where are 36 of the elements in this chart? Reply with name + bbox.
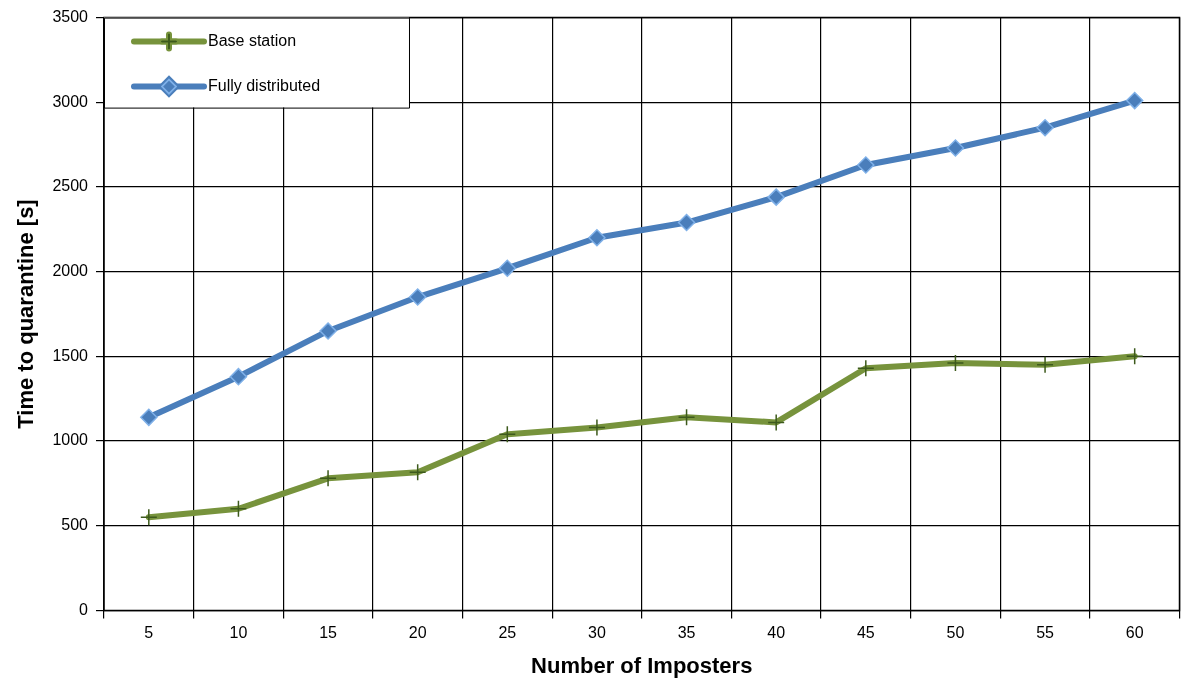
x-tick-label: 10 [229, 624, 248, 642]
x-tick-label: 60 [1125, 624, 1144, 642]
x-tick-label: 30 [588, 624, 606, 642]
x-tick-label: 50 [946, 624, 965, 642]
y-tick-label: 0 [79, 600, 89, 618]
point [498, 259, 517, 278]
legend-label: Fully distributed [207, 77, 321, 95]
x-tick-label: 40 [767, 624, 786, 642]
y-tick-label: 3500 [52, 8, 89, 26]
point [408, 288, 427, 306]
point [140, 408, 158, 427]
point [1125, 91, 1144, 110]
y-tick-label: 2500 [52, 177, 89, 195]
x-tick-label: 20 [408, 624, 427, 642]
x-tick-label: 55 [1036, 624, 1055, 642]
point [588, 229, 606, 247]
x-tick-label: 15 [319, 624, 338, 642]
y-axis-title: Time to quarantine [s] [13, 199, 39, 429]
y-tick-label: 2000 [52, 262, 89, 280]
x-tick-label: 35 [677, 624, 696, 642]
y-tick-label: 1500 [52, 346, 89, 364]
point [319, 322, 337, 340]
point [857, 156, 875, 174]
x-tick-label: 25 [498, 624, 517, 642]
x-tick-label: 5 [144, 624, 154, 642]
point [1036, 118, 1054, 137]
y-tick-label: 1000 [52, 431, 89, 449]
point [946, 139, 965, 157]
x-axis-title: Number of Imposters [531, 652, 753, 678]
point [229, 367, 248, 386]
legend-label: Base station [207, 32, 297, 50]
x-tick-label: 45 [856, 624, 875, 642]
y-tick-label: 3000 [52, 92, 89, 110]
y-tick-label: 500 [61, 516, 89, 534]
point [677, 213, 696, 232]
point [767, 188, 785, 206]
